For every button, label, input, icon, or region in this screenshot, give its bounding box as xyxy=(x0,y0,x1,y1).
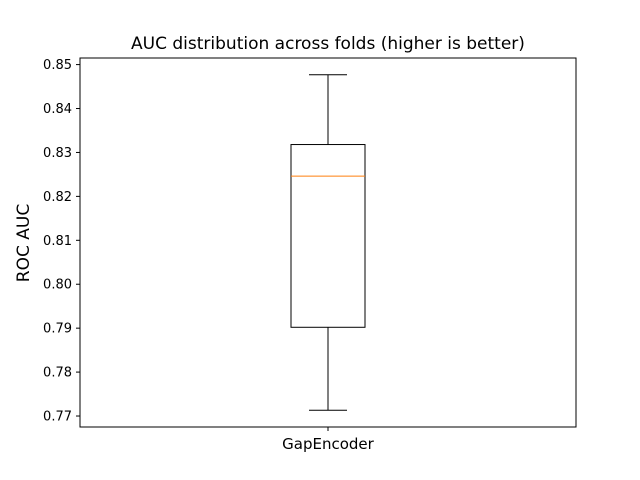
y-axis-label: ROC AUC xyxy=(14,204,34,282)
plot-area xyxy=(290,74,366,411)
y-tick-label: 0.78 xyxy=(43,366,72,381)
x-axis: GapEncoder xyxy=(282,427,375,453)
box-group xyxy=(290,74,366,411)
y-tick-label: 0.80 xyxy=(43,278,72,293)
x-tick-label: GapEncoder xyxy=(282,435,374,453)
iqr-box xyxy=(290,144,366,328)
y-tick-label: 0.77 xyxy=(43,410,72,425)
y-tick-label: 0.83 xyxy=(43,146,72,161)
y-tick-label: 0.81 xyxy=(43,234,72,249)
y-tick-label: 0.84 xyxy=(43,102,72,117)
chart-title: AUC distribution across folds (higher is… xyxy=(131,34,525,54)
y-tick-label: 0.82 xyxy=(43,190,72,205)
y-tick-label: 0.85 xyxy=(43,58,72,73)
y-axis: 0.77 0.78 0.79 0.80 0.81 0.82 0.83 0.84 0.85 xyxy=(43,58,80,425)
y-tick-label: 0.79 xyxy=(43,322,72,337)
